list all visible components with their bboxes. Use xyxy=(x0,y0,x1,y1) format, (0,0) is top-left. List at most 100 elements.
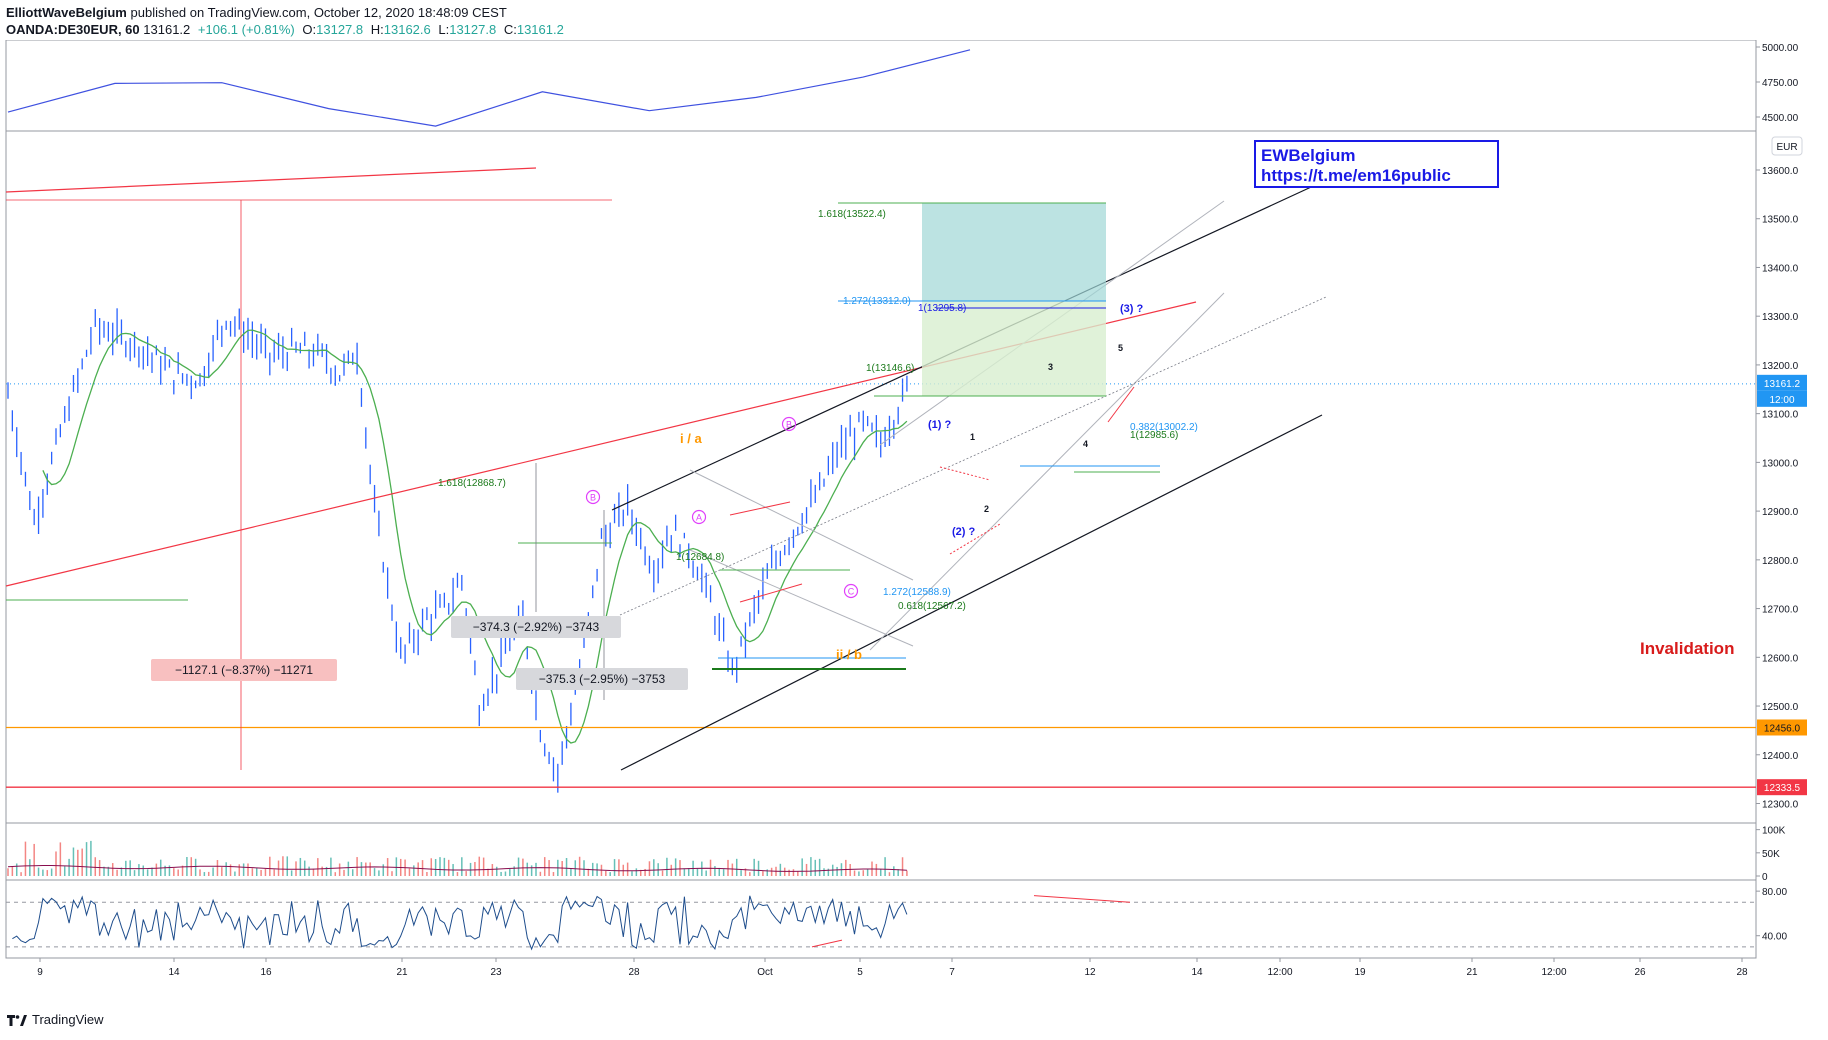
red-dotted-2 xyxy=(949,523,1001,555)
price-tick-label: 13000.0 xyxy=(1762,458,1799,469)
o-label: O: xyxy=(302,22,317,37)
wave-circle-letter: A xyxy=(696,513,702,523)
low-value: 13127.8 xyxy=(449,22,497,37)
close-value: 13161.2 xyxy=(516,22,564,37)
grey-channel-2 xyxy=(869,292,1225,651)
chart-canvas[interactable]: 5000.00 4750.00 4500.00 13600.0 13500.0 1340… xyxy=(0,40,1828,1000)
time-tick-label: 28 xyxy=(628,967,640,978)
time-tick-label: 14 xyxy=(168,967,180,978)
fib-label: 1(13146.6) xyxy=(866,363,914,374)
price-tick-label: 13400.0 xyxy=(1762,263,1799,274)
top-ytick-label: 4750.00 xyxy=(1762,78,1799,89)
currency-tag: EUR xyxy=(1771,136,1803,156)
wave-label: i / a xyxy=(680,431,702,446)
price-tick-label: 13500.0 xyxy=(1762,215,1799,226)
rsi-line xyxy=(12,895,908,951)
level-tag xyxy=(1757,719,1807,736)
time-tick-label: 16 xyxy=(260,967,272,978)
red-small-line-1 xyxy=(729,501,791,516)
wave-circle-letter: B xyxy=(590,493,596,503)
wave-circle-letter: C xyxy=(848,587,855,597)
time-tick-label: 21 xyxy=(396,967,408,978)
volume-ma-line xyxy=(7,865,907,872)
top-ytick-label: 4500.00 xyxy=(1762,113,1799,124)
publish-line: ElliottWaveBelgium published on TradingV… xyxy=(6,5,507,20)
measure-box xyxy=(451,616,621,638)
time-tick-label: 28 xyxy=(1736,967,1748,978)
price-tick-label: 13100.0 xyxy=(1762,410,1799,421)
price-tick-label: 13300.0 xyxy=(1762,312,1799,323)
symbol-name: OANDA:DE30EUR, 60 xyxy=(6,22,140,37)
countdown-tag xyxy=(1757,390,1807,407)
moving-average-line xyxy=(42,329,908,744)
time-tick-label: 21 xyxy=(1466,967,1478,978)
red-small-line-3 xyxy=(1107,386,1135,423)
wave-label: (2) ? xyxy=(952,526,976,538)
wave-label: (1) ? xyxy=(928,419,952,431)
footer: TradingView xyxy=(6,1012,104,1027)
h-label: H: xyxy=(370,22,384,37)
black-channel-lower xyxy=(620,414,1323,771)
watermark-line1: EWBelgium xyxy=(1261,146,1355,165)
red-dotted-1 xyxy=(939,466,991,481)
wave-label: 3 xyxy=(1048,362,1053,372)
top-indicator-line xyxy=(7,49,971,127)
measure-label: −375.3 (−2.95%) −3753 xyxy=(539,672,666,686)
rsi-divergence-line-2 xyxy=(811,939,843,948)
fib-label: 1(13295.8) xyxy=(918,303,966,314)
wave-label: 5 xyxy=(1118,343,1123,353)
high-value: 13162.6 xyxy=(383,22,431,37)
last-price-tag xyxy=(1757,374,1807,391)
symbol-line: OANDA:DE30EUR, 60 13161.2 +106.1 (+0.81%… xyxy=(6,22,568,37)
wave-circle-marker xyxy=(843,583,859,599)
published-text: published on TradingView.com, October 12… xyxy=(130,5,507,20)
wave-circle-marker xyxy=(691,509,707,525)
fib-label: 1.618(12868.7) xyxy=(438,478,506,489)
volume-tick-label: 0 xyxy=(1762,872,1768,883)
wave-circle-letter: B xyxy=(786,420,792,430)
time-tick-label: 12:00 xyxy=(1541,967,1566,978)
currency-label: EUR xyxy=(1776,142,1797,153)
time-axis: 9 14 16 21 23 28 Oct 5 7 12 14 12:00 19 21 12:00 26 28 xyxy=(37,958,1748,978)
price-tick-label: 12700.0 xyxy=(1762,605,1799,616)
rsi-pane: 80.00 40.00 xyxy=(6,887,1787,951)
price-change: +106.1 (+0.81%) xyxy=(197,22,295,37)
price-tick-label: 12900.0 xyxy=(1762,507,1799,518)
wave-circle-marker xyxy=(585,489,601,505)
price-tick-label: 13200.0 xyxy=(1762,361,1799,372)
c-label: C: xyxy=(503,22,517,37)
price-tick-label: 12500.0 xyxy=(1762,702,1799,713)
target-box-teal xyxy=(922,203,1106,301)
fib-label: 1(12985.6) xyxy=(1130,430,1178,441)
volume-tick-label: 50K xyxy=(1762,849,1780,860)
time-tick-label: 7 xyxy=(949,967,955,978)
tradingview-logo-icon xyxy=(7,1014,27,1026)
fib-label: 1.272(12588.9) xyxy=(883,587,951,598)
footer-brand: TradingView xyxy=(32,1012,104,1027)
volume-pane: 100K 50K 0 xyxy=(7,826,1786,883)
rsi-divergence-line-1 xyxy=(1033,895,1131,903)
volume-tick-label: 100K xyxy=(1762,826,1786,837)
time-tick-label: 5 xyxy=(857,967,863,978)
watermark-line2: https://t.me/em16public xyxy=(1261,166,1451,185)
red-upper-trendline xyxy=(5,167,537,193)
price-tick-label: 12600.0 xyxy=(1762,653,1799,664)
wave-label: 1 xyxy=(970,432,975,442)
time-tick-label: 12:00 xyxy=(1267,967,1292,978)
price-tick-label: 12400.0 xyxy=(1762,751,1799,762)
last-price-label: 13161.2 xyxy=(1764,379,1801,390)
time-tick-label: 19 xyxy=(1354,967,1366,978)
measure-box xyxy=(516,668,688,690)
fib-label: 0.618(12567.2) xyxy=(898,601,966,612)
wave-circle-marker xyxy=(781,416,797,432)
price-tick-label: 13600.0 xyxy=(1762,166,1799,177)
grey-flag-lower xyxy=(689,549,914,647)
dotted-trendline xyxy=(619,296,1327,616)
top-ytick-label: 5000.00 xyxy=(1762,43,1799,54)
top-indicator-pane: 5000.00 4750.00 4500.00 xyxy=(7,43,1799,127)
time-tick-label: 9 xyxy=(37,967,43,978)
wave-label: 2 xyxy=(984,504,989,514)
price-tick-label: 12800.0 xyxy=(1762,556,1799,567)
target-box-green xyxy=(922,301,1106,396)
countdown-label: 12:00 xyxy=(1769,395,1794,406)
